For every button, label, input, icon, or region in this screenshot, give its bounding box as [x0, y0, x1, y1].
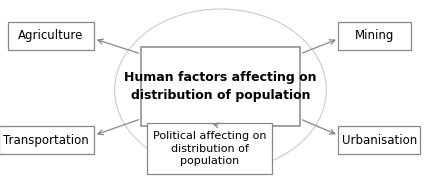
Text: Human factors affecting on
distribution of population: Human factors affecting on distribution … [124, 71, 317, 102]
Bar [339, 22, 411, 50]
Bar [0, 126, 93, 154]
Bar [147, 123, 273, 174]
Bar [8, 22, 94, 50]
Text: Urbanisation: Urbanisation [342, 134, 417, 147]
Bar [339, 126, 420, 154]
Text: Agriculture: Agriculture [18, 30, 83, 42]
Text: Mining: Mining [355, 30, 395, 42]
Text: Transportation: Transportation [4, 134, 89, 147]
Bar [141, 47, 300, 126]
Text: Political affecting on
distribution of
population: Political affecting on distribution of p… [153, 131, 266, 166]
Text: shaalaa.com: shaalaa.com [181, 94, 260, 107]
